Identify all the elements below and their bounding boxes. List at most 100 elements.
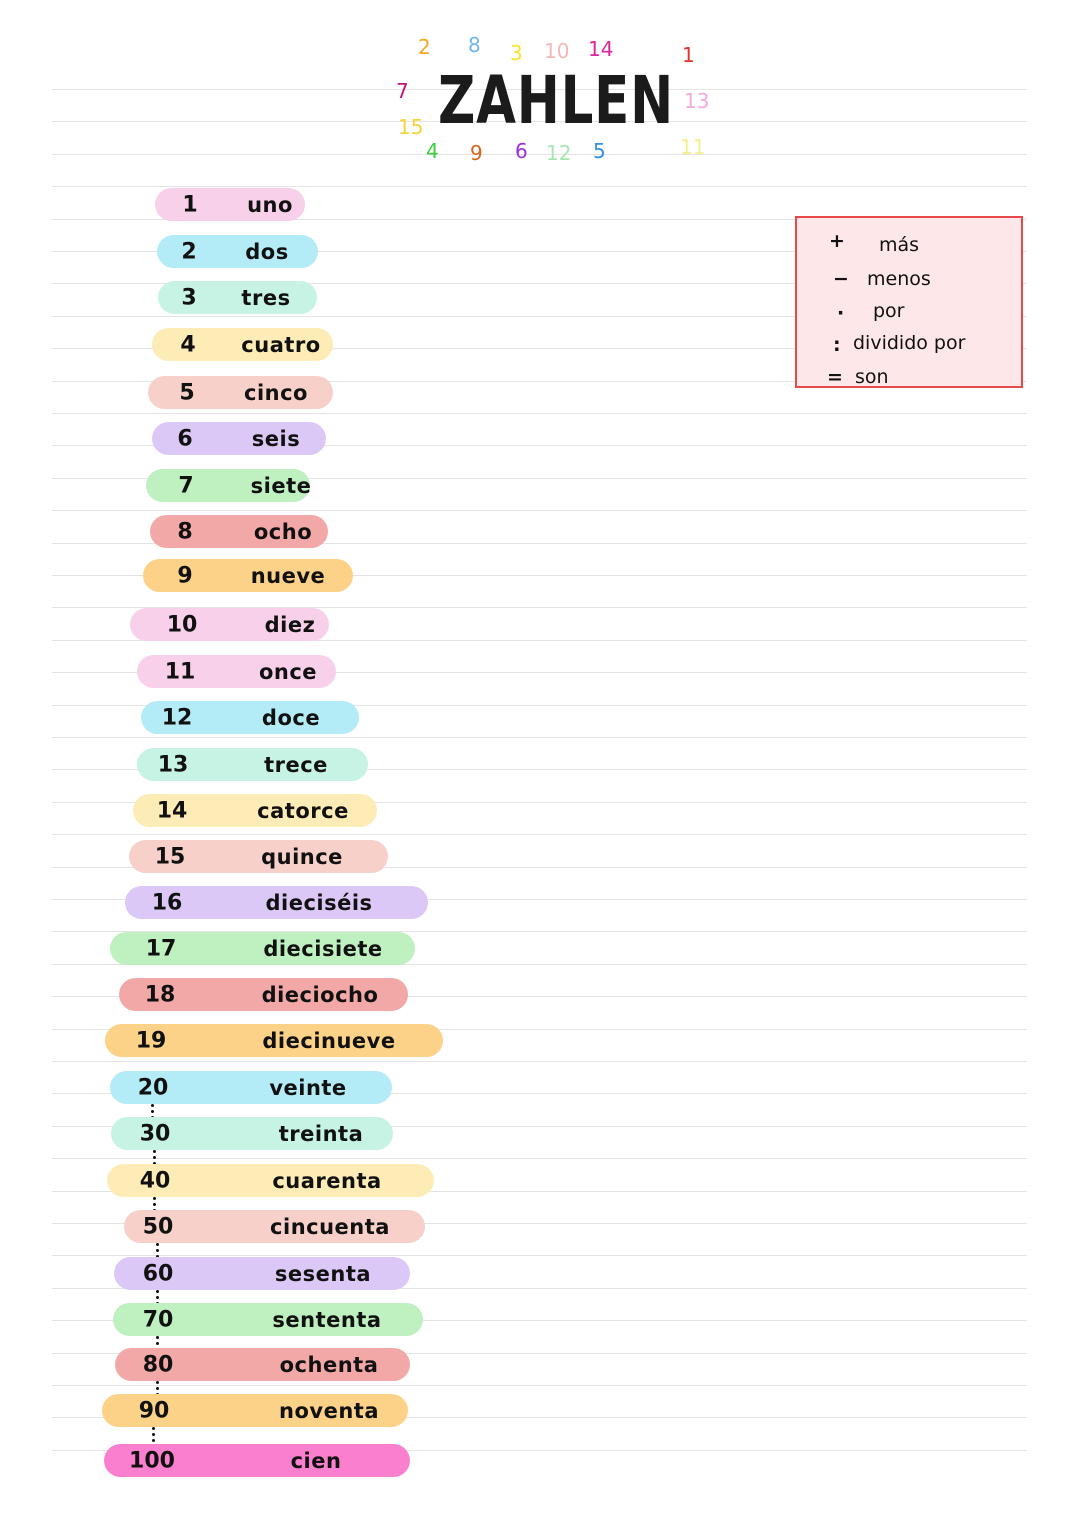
decorative-number: 1 bbox=[682, 43, 695, 67]
number-digit: 5 bbox=[179, 380, 195, 405]
rule-line bbox=[52, 737, 1027, 738]
rule-line bbox=[52, 1191, 1027, 1192]
number-digit: 10 bbox=[166, 612, 198, 637]
decorative-number: 6 bbox=[515, 139, 528, 163]
number-row-4: 4 cuatro bbox=[152, 328, 333, 361]
number-word: diecisiete bbox=[263, 936, 383, 961]
number-word: veinte bbox=[269, 1075, 347, 1100]
number-word: once bbox=[258, 659, 318, 684]
number-word: ocho bbox=[253, 519, 313, 544]
number-digit: 16 bbox=[151, 890, 183, 915]
number-row-70: 70 sententa bbox=[113, 1303, 423, 1336]
number-digit: 8 bbox=[177, 519, 193, 544]
rule-line bbox=[52, 478, 1027, 479]
rule-line bbox=[52, 121, 1027, 122]
number-row-8: 8 ocho bbox=[150, 515, 328, 548]
number-word: noventa bbox=[279, 1398, 379, 1423]
number-row-13: 13 trece bbox=[137, 748, 368, 781]
operation-symbol: · bbox=[837, 302, 845, 324]
rule-line bbox=[52, 640, 1027, 641]
number-row-2: 2 dos bbox=[157, 235, 318, 268]
number-word: dos bbox=[245, 239, 289, 264]
rule-line bbox=[52, 964, 1027, 965]
rule-line bbox=[52, 575, 1027, 576]
number-word: sesenta bbox=[274, 1261, 372, 1286]
number-word: cuatro bbox=[241, 332, 321, 357]
number-digit: 17 bbox=[145, 936, 177, 961]
number-digit: 12 bbox=[161, 705, 193, 730]
number-row-5: 5 cinco bbox=[148, 376, 333, 409]
number-row-10: 10 diez bbox=[130, 608, 329, 641]
number-digit: 30 bbox=[139, 1121, 171, 1146]
rule-line bbox=[52, 899, 1027, 900]
decorative-number: 9 bbox=[470, 141, 483, 165]
rule-line bbox=[52, 802, 1027, 803]
operation-word: más bbox=[879, 234, 920, 256]
rule-line bbox=[52, 1288, 1027, 1289]
decorative-number: 10 bbox=[544, 39, 570, 63]
rule-line bbox=[52, 1158, 1027, 1159]
decorative-number: 11 bbox=[680, 135, 706, 159]
rule-line bbox=[52, 283, 1027, 284]
operation-symbol: = bbox=[827, 366, 843, 388]
number-row-18: 18 dieciocho bbox=[119, 978, 408, 1011]
rule-line bbox=[52, 1126, 1027, 1127]
rule-line bbox=[52, 1093, 1027, 1094]
decorative-number: 3 bbox=[510, 41, 523, 65]
rule-line bbox=[52, 1255, 1027, 1256]
rule-line bbox=[52, 154, 1027, 155]
number-row-14: 14 catorce bbox=[133, 794, 377, 827]
number-row-100: 100 cien bbox=[104, 1444, 410, 1477]
rule-line bbox=[52, 543, 1027, 544]
rule-line bbox=[52, 1450, 1027, 1451]
rule-line bbox=[52, 186, 1027, 187]
number-word: tres bbox=[241, 285, 291, 310]
number-word: dieciséis bbox=[265, 890, 373, 915]
number-digit: 14 bbox=[156, 798, 188, 823]
decorative-number: 15 bbox=[398, 115, 424, 139]
number-row-19: 19 diecinueve bbox=[105, 1024, 443, 1057]
number-digit: 4 bbox=[180, 332, 196, 357]
number-row-17: 17 diecisiete bbox=[110, 932, 415, 965]
number-digit: 15 bbox=[154, 844, 186, 869]
number-digit: 19 bbox=[135, 1028, 167, 1053]
operation-symbol: + bbox=[829, 230, 845, 252]
number-word: trece bbox=[264, 752, 328, 777]
rule-line bbox=[52, 1320, 1027, 1321]
decorative-number: 5 bbox=[593, 139, 606, 163]
number-word: nueve bbox=[250, 563, 326, 588]
decorative-number: 4 bbox=[426, 139, 439, 163]
decorative-number: 12 bbox=[546, 141, 572, 165]
rule-line bbox=[52, 769, 1027, 770]
rule-line bbox=[52, 1385, 1027, 1386]
number-row-40: 40 cuarenta bbox=[107, 1164, 434, 1197]
rule-line bbox=[52, 1223, 1027, 1224]
rule-line bbox=[52, 219, 1027, 220]
number-row-12: 12 doce bbox=[141, 701, 359, 734]
page-title: ZAHLEN bbox=[438, 62, 674, 139]
number-word: seis bbox=[251, 426, 301, 451]
number-word: cinco bbox=[244, 380, 308, 405]
rule-line bbox=[52, 931, 1027, 932]
number-row-1: 1 uno bbox=[155, 188, 305, 221]
number-row-6: 6 seis bbox=[152, 422, 326, 455]
rule-line bbox=[52, 89, 1027, 90]
operation-word: dividido por bbox=[853, 332, 966, 354]
number-row-3: 3 tres bbox=[158, 281, 317, 314]
decorative-number: 8 bbox=[468, 33, 481, 57]
rule-line bbox=[52, 1061, 1027, 1062]
number-digit: 90 bbox=[138, 1398, 170, 1423]
number-row-11: 11 once bbox=[137, 655, 336, 688]
rule-line bbox=[52, 1417, 1027, 1418]
number-digit: 11 bbox=[164, 659, 196, 684]
operation-symbol: − bbox=[833, 268, 849, 290]
number-digit: 7 bbox=[178, 473, 194, 498]
number-row-15: 15 quince bbox=[129, 840, 388, 873]
rule-line bbox=[52, 251, 1027, 252]
decorative-number: 13 bbox=[684, 89, 710, 113]
rule-line bbox=[52, 316, 1027, 317]
number-digit: 60 bbox=[142, 1261, 174, 1286]
rule-line bbox=[52, 348, 1027, 349]
continuation-dots bbox=[152, 1427, 155, 1445]
number-word: cien bbox=[290, 1448, 342, 1473]
